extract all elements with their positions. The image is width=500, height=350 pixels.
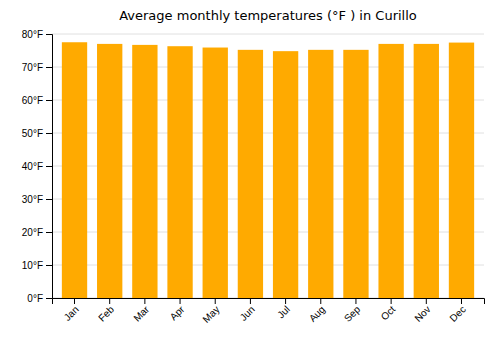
- x-tick-mark: [215, 298, 216, 304]
- x-tick-label: Oct: [379, 304, 398, 323]
- x-axis-line: [53, 299, 485, 305]
- y-tick-mark: [46, 133, 52, 134]
- x-tick-label: Jun: [238, 304, 257, 323]
- y-tick: 30°F: [22, 194, 52, 205]
- x-tick-mark: [461, 298, 462, 304]
- y-tick-label: 20°F: [22, 227, 43, 238]
- x-axis: Jan Feb Mar Apr May Jun Jul Aug Sep Oct Nov Dec: [53, 298, 485, 325]
- x-tick-label: Apr: [168, 303, 187, 322]
- x-tick-label: Aug: [307, 304, 327, 324]
- y-tick-mark: [46, 34, 52, 35]
- bar: [414, 44, 439, 298]
- bar: [167, 46, 192, 298]
- bar: [449, 43, 474, 298]
- y-tick: 70°F: [22, 62, 52, 73]
- y-tick: 40°F: [22, 161, 52, 172]
- bar: [273, 51, 298, 298]
- x-tick-label: Jan: [62, 304, 81, 323]
- x-tick-mark: [355, 298, 356, 304]
- bar: [378, 44, 403, 298]
- y-tick-label: 40°F: [22, 161, 43, 172]
- y-tick-label: 80°F: [22, 29, 43, 40]
- x-tick: Jul: [275, 298, 292, 320]
- x-tick-mark: [144, 298, 145, 304]
- y-tick: 80°F: [22, 29, 52, 40]
- title: Average monthly temperatures (°F ) in Cu…: [119, 8, 417, 23]
- x-tick-mark: [180, 298, 181, 304]
- x-tick: Feb: [96, 298, 116, 324]
- y-tick-label: 50°F: [22, 128, 43, 139]
- x-tick-mark: [391, 298, 392, 304]
- x-tick-mark: [320, 298, 321, 304]
- x-tick-label: May: [200, 304, 221, 325]
- x-tick-mark: [250, 298, 251, 304]
- x-tick-label: Mar: [131, 303, 151, 323]
- x-tick-label: Dec: [447, 304, 467, 324]
- x-tick-mark: [74, 298, 75, 304]
- x-tick-mark: [426, 298, 427, 304]
- x-tick: Aug: [307, 298, 327, 324]
- x-tick-label: Feb: [96, 303, 116, 323]
- x-tick: Dec: [447, 298, 467, 324]
- y-tick-label: 60°F: [22, 95, 43, 106]
- y-tick-label: 10°F: [22, 260, 43, 271]
- plot-area: 0°F 10°F 20°F 30°F 40°F 50°F 60°F 70°F 80°F Jan Fe…: [22, 29, 485, 325]
- bar: [203, 48, 228, 298]
- y-tick: 20°F: [22, 227, 52, 238]
- x-tick: Mar: [131, 298, 151, 324]
- x-tick: Jan: [62, 298, 81, 323]
- bars: [62, 42, 474, 298]
- x-tick: Nov: [412, 298, 432, 324]
- y-tick-mark: [46, 232, 52, 233]
- bar: [132, 45, 157, 298]
- bar: [238, 50, 263, 298]
- y-tick-label: 0°F: [27, 293, 43, 304]
- x-tick-mark: [285, 298, 286, 304]
- x-tick-mark: [109, 298, 110, 304]
- y-tick: 0°F: [27, 293, 52, 304]
- bar: [62, 42, 87, 298]
- x-tick: Sep: [342, 298, 363, 324]
- y-tick: 10°F: [22, 260, 52, 271]
- y-tick-mark: [46, 67, 52, 68]
- x-tick: Oct: [379, 298, 398, 322]
- bar: [343, 50, 368, 298]
- x-tick: Jun: [238, 298, 257, 323]
- bar: [308, 50, 333, 298]
- y-axis-line: [46, 35, 53, 299]
- y-tick-label: 30°F: [22, 194, 43, 205]
- bar: [97, 44, 122, 298]
- grid: [52, 34, 484, 298]
- y-tick-mark: [46, 298, 52, 299]
- y-tick-label: 70°F: [22, 62, 43, 73]
- y-tick-mark: [46, 100, 52, 101]
- y-axis: 0°F 10°F 20°F 30°F 40°F 50°F 60°F 70°F 80°F: [22, 29, 53, 304]
- x-tick: May: [200, 298, 221, 325]
- y-tick: 60°F: [22, 95, 52, 106]
- grid-line: [52, 34, 484, 35]
- y-tick: 50°F: [22, 128, 52, 139]
- y-tick-mark: [46, 166, 52, 167]
- x-tick-label: Jul: [275, 304, 292, 321]
- chart: 0°F 10°F 20°F 30°F 40°F 50°F 60°F 70°F 80°F Jan Fe…: [0, 0, 500, 350]
- x-tick-label: Nov: [412, 304, 432, 324]
- y-tick-mark: [46, 199, 52, 200]
- y-tick-mark: [46, 265, 52, 266]
- x-tick: Apr: [168, 298, 187, 322]
- x-tick-label: Sep: [342, 303, 363, 324]
